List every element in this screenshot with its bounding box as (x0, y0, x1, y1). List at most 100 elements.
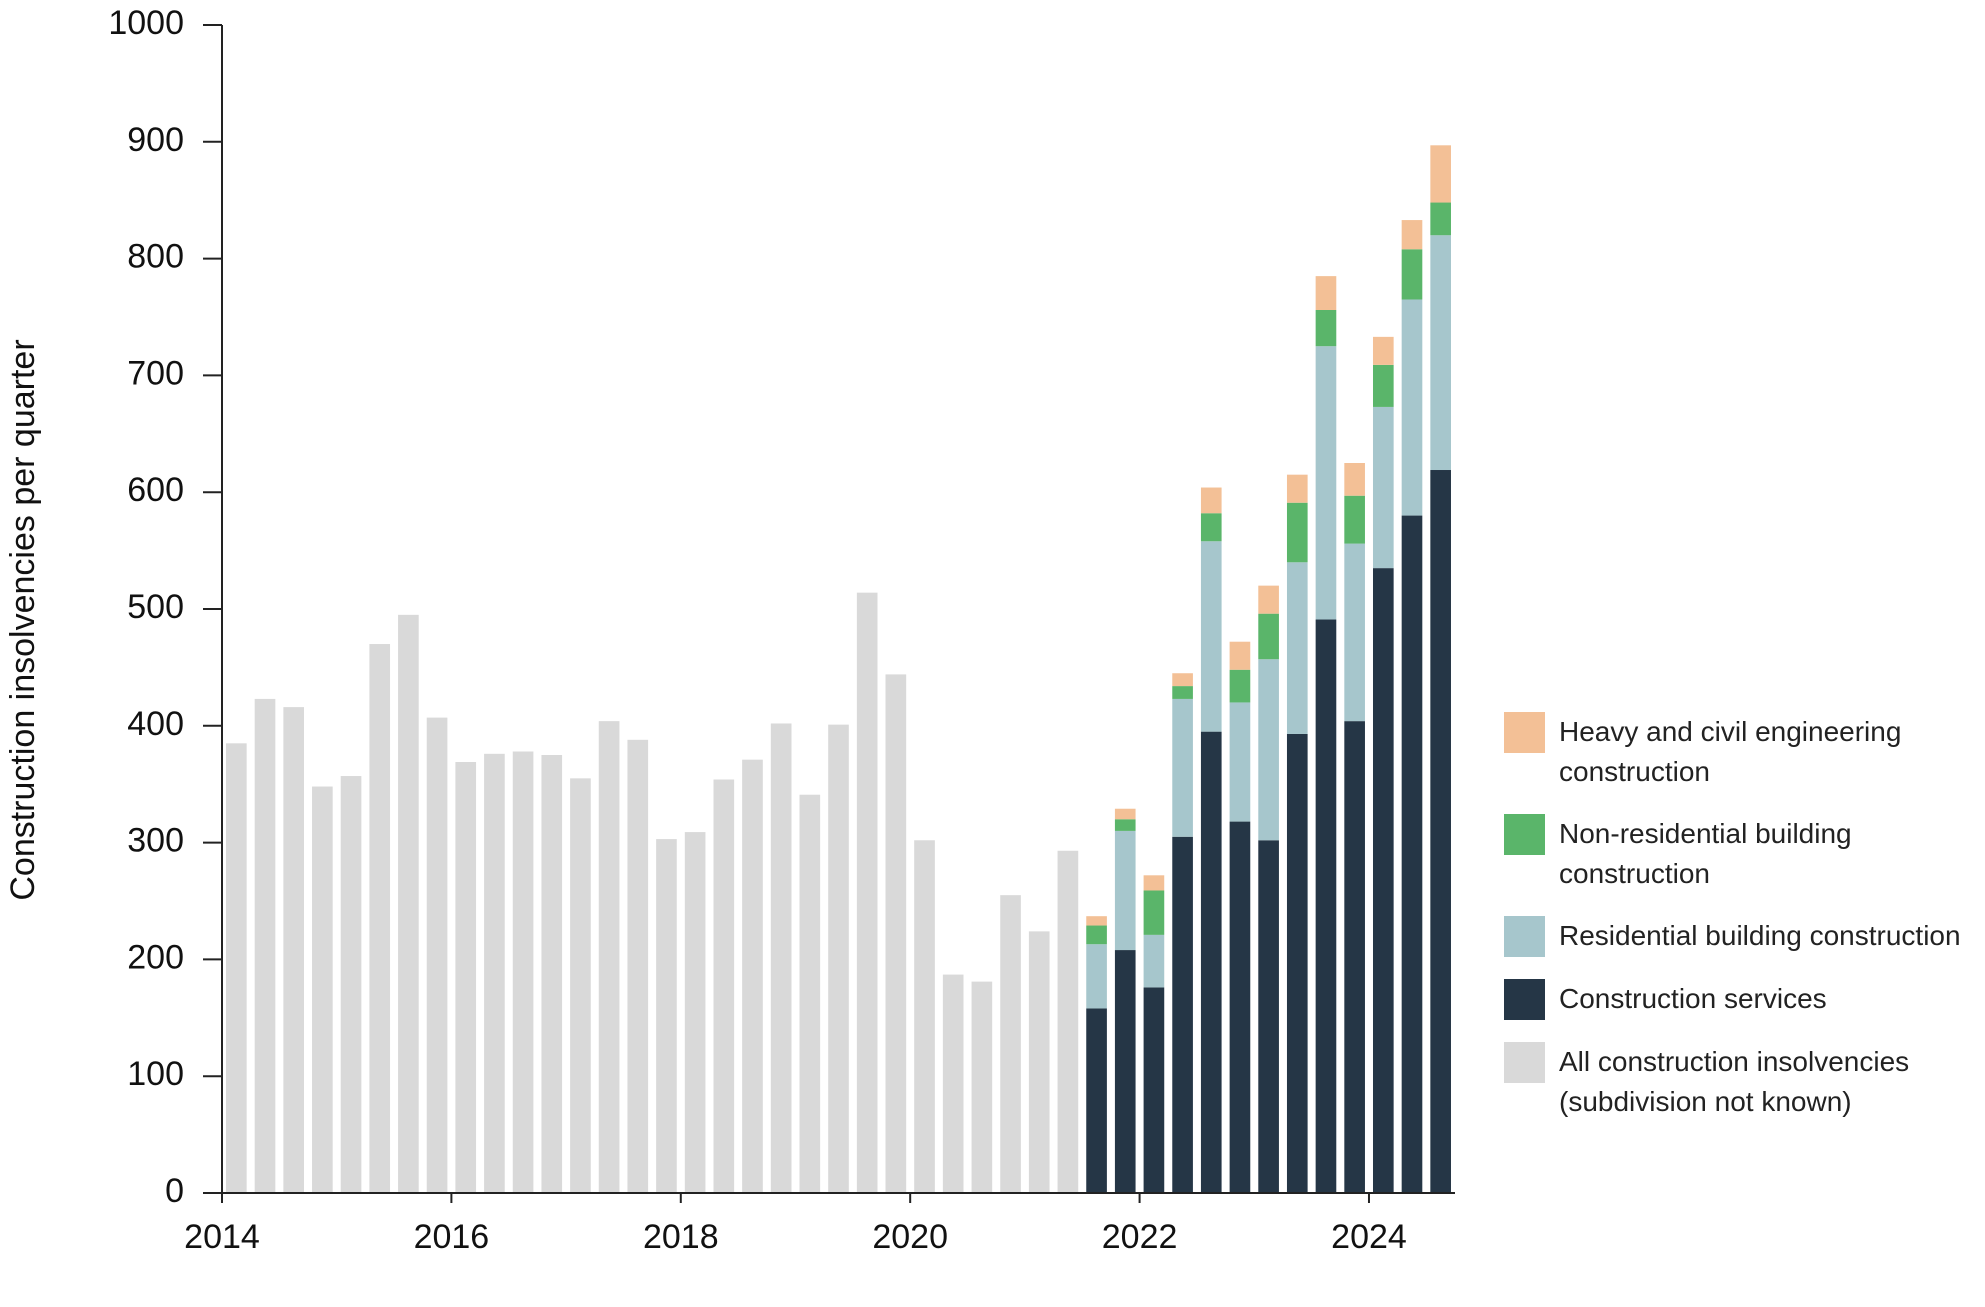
bar-segment (512, 751, 534, 1193)
bar-segment (1286, 733, 1308, 1193)
bar-segment (1172, 698, 1193, 837)
bar-segment (627, 739, 649, 1193)
legend-label: Construction services (1559, 983, 1827, 1014)
bar-segment (1172, 686, 1193, 699)
bar-segment (1372, 364, 1394, 407)
legend-swatch (1504, 814, 1545, 855)
bar-segment (1200, 513, 1222, 542)
y-tick-label: 900 (127, 121, 184, 159)
y-tick-label: 300 (127, 822, 184, 860)
x-tick-label: 2018 (643, 1218, 719, 1256)
bar-segment (1229, 669, 1251, 703)
bar-segment (1086, 916, 1107, 926)
bar-segment (1430, 235, 1451, 471)
bar-segment (656, 839, 677, 1193)
bar-segment (570, 778, 591, 1193)
bar-segment (1286, 562, 1308, 734)
bar-segment (1315, 619, 1337, 1193)
legend-item: Heavy and civil engineering construction (1504, 712, 1974, 792)
bar-segment (1315, 276, 1337, 310)
legend-label: Non-residential building construction (1559, 818, 1852, 889)
bar-segment (598, 721, 620, 1193)
bar-segment (1086, 944, 1107, 1009)
bar-segment (742, 759, 763, 1193)
bar-segment (1315, 346, 1337, 620)
bar-segment (1258, 613, 1279, 660)
bar-segment (1086, 925, 1107, 945)
bar-segment (1229, 641, 1251, 670)
y-axis-label: Construction insolvencies per quarter (4, 339, 42, 900)
bar-segment (1200, 487, 1222, 514)
bar-segment (1143, 875, 1165, 891)
bar-segment (1172, 836, 1193, 1193)
bar-segment (426, 717, 448, 1193)
bar-segment (1114, 950, 1136, 1193)
bar-segment (885, 674, 907, 1193)
bar-segment (1372, 568, 1394, 1193)
bar-segment (1229, 702, 1251, 822)
bar-segment (340, 776, 362, 1193)
bar-segment (1114, 819, 1136, 831)
legend-item: Residential building construction (1504, 916, 1974, 957)
bar-segment (1344, 721, 1365, 1193)
legend-swatch (1504, 979, 1545, 1020)
y-tick-label: 400 (127, 705, 184, 743)
legend-swatch (1504, 916, 1545, 957)
bar-segment (1315, 309, 1337, 347)
y-tick-label: 200 (127, 938, 184, 976)
bar-segment (1172, 673, 1193, 687)
bar-segment (1200, 541, 1222, 732)
bar-segment (398, 614, 419, 1193)
bar-segment (1344, 495, 1365, 544)
bar-segment (1114, 808, 1136, 820)
y-tick-label: 600 (127, 471, 184, 509)
x-tick-label: 2024 (1331, 1218, 1407, 1256)
legend-label: Residential building construction (1559, 920, 1961, 951)
bar-segment (1000, 895, 1021, 1193)
legend-label: Heavy and civil engineering construction (1559, 716, 1902, 787)
legend-item: Non-residential building construction (1504, 814, 1974, 894)
bar-segment (1258, 659, 1279, 841)
bar-segment (828, 724, 849, 1193)
bar-segment (1372, 336, 1394, 365)
legend-item: Construction services (1504, 979, 1974, 1020)
bar-segment (1401, 220, 1423, 250)
bar-segment (1143, 987, 1165, 1193)
bar-segment (1057, 850, 1079, 1193)
bar-segment (713, 779, 735, 1193)
x-tick-label: 2014 (184, 1218, 260, 1256)
x-tick-label: 2016 (414, 1218, 490, 1256)
bar-segment (1200, 731, 1222, 1193)
y-tick-label: 800 (127, 238, 184, 276)
bar-segment (1143, 934, 1165, 988)
legend: Heavy and civil engineering construction… (1504, 712, 1974, 1144)
y-tick-label: 100 (127, 1055, 184, 1093)
bar-segment (312, 786, 333, 1193)
bar-segment (1286, 474, 1308, 503)
bar-segment (684, 832, 706, 1193)
x-tick-label: 2022 (1102, 1218, 1178, 1256)
bar-segment (1114, 830, 1136, 951)
bar-segment (971, 981, 993, 1193)
bar-segment (1229, 821, 1251, 1193)
bar-segment (226, 743, 247, 1193)
bar-segment (856, 592, 878, 1193)
y-tick-label: 0 (165, 1172, 184, 1210)
bar-segment (1028, 931, 1050, 1193)
x-tick-label: 2020 (872, 1218, 948, 1256)
bar-segment (1344, 543, 1365, 722)
bar-segment (1430, 202, 1451, 236)
legend-item: All construction insolvencies (subdivisi… (1504, 1042, 1974, 1122)
bar-segment (455, 762, 477, 1193)
bar-segment (1401, 299, 1423, 516)
bar-segment (254, 698, 276, 1193)
legend-swatch (1504, 712, 1545, 753)
bar-segment (1401, 515, 1423, 1193)
bar-segment (1372, 406, 1394, 569)
bar-segment (1401, 249, 1423, 300)
y-tick-label: 1000 (108, 4, 184, 42)
bar-segment (541, 755, 563, 1193)
legend-label: All construction insolvencies (subdivisi… (1559, 1046, 1910, 1117)
